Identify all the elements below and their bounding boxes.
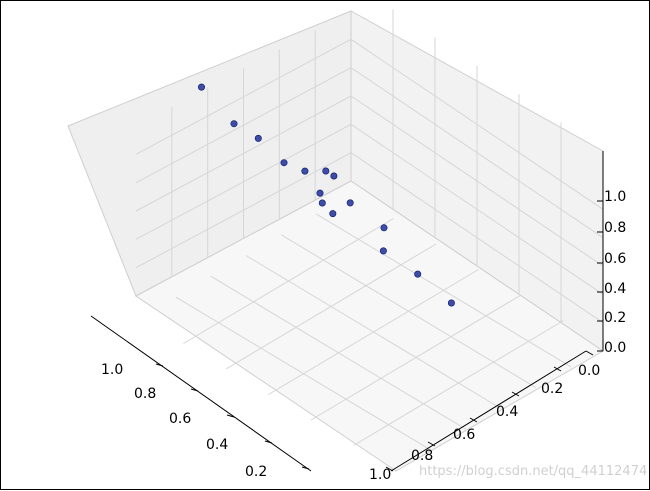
- watermark-text: https://blog.csdn.net/qq_44112474: [419, 464, 647, 479]
- scatter-point: [316, 189, 324, 197]
- scatter-point: [254, 134, 262, 142]
- y-tick-label: 0.4: [496, 404, 518, 420]
- y-tick: [385, 466, 394, 472]
- x-tick-label: 0.4: [206, 437, 228, 453]
- y-tick-label: 0.0: [578, 363, 600, 379]
- scatter-point: [318, 199, 326, 207]
- scatter-point: [198, 83, 206, 91]
- tick-marks: [155, 200, 603, 472]
- y-tick: [553, 366, 562, 372]
- y-tick-label: 1.0: [369, 467, 391, 483]
- scatter-point: [379, 247, 387, 255]
- x-tick-label: 0.2: [245, 464, 267, 480]
- y-tick: [585, 350, 594, 356]
- right-pane-grid-line: [350, 152, 604, 324]
- scatter-point: [280, 159, 288, 167]
- scatter-point: [329, 210, 337, 218]
- left-pane-grid-line: [135, 152, 352, 269]
- scatter-points: [198, 83, 455, 307]
- z-tick-label: 0.4: [604, 281, 626, 297]
- x-tick-label: 0.6: [169, 411, 191, 427]
- y-tick: [469, 417, 478, 423]
- left-pane-grid-line: [135, 38, 352, 155]
- x-tick: [226, 414, 235, 418]
- y-axis-line: [390, 350, 587, 472]
- right-pane-grid-line: [350, 95, 604, 267]
- scatter-point: [330, 172, 338, 180]
- y-tick: [511, 391, 520, 397]
- scatter-point: [414, 270, 422, 278]
- x-axis-line: [90, 315, 312, 472]
- grid-lines: [135, 9, 604, 451]
- right-pane-grid-line: [350, 38, 604, 210]
- x-tick: [264, 440, 273, 444]
- scatter-point: [380, 224, 388, 232]
- x-tick: [301, 466, 310, 470]
- scatter-point: [230, 120, 238, 128]
- z-tick-label: 0.6: [604, 251, 626, 267]
- x-tick: [155, 363, 164, 367]
- y-tick-label: 0.2: [541, 381, 563, 397]
- left-pane-grid-line: [135, 67, 352, 184]
- right-pane-grid-line: [350, 67, 604, 239]
- y-tick: [427, 441, 436, 447]
- scatter-point: [301, 167, 309, 175]
- z-tick-label: 0.2: [604, 310, 626, 326]
- x-tick-label: 1.0: [101, 362, 123, 378]
- scatter-point: [322, 167, 330, 175]
- y-tick-label: 0.6: [453, 427, 475, 443]
- x-tick: [190, 388, 199, 392]
- scatter-point: [447, 299, 455, 307]
- z-tick-label: 0.8: [604, 220, 626, 236]
- left-pane-grid-line: [135, 95, 352, 212]
- left-pane-grid-line: [135, 123, 352, 240]
- right-pane-grid-line: [350, 123, 604, 295]
- z-tick-label: 0.0: [604, 340, 626, 356]
- scatter-point: [346, 199, 354, 207]
- y-tick-label: 0.8: [411, 448, 433, 464]
- floor-grid-line: [315, 213, 572, 368]
- x-tick-label: 0.8: [134, 386, 156, 402]
- z-tick-label: 1.0: [604, 189, 626, 205]
